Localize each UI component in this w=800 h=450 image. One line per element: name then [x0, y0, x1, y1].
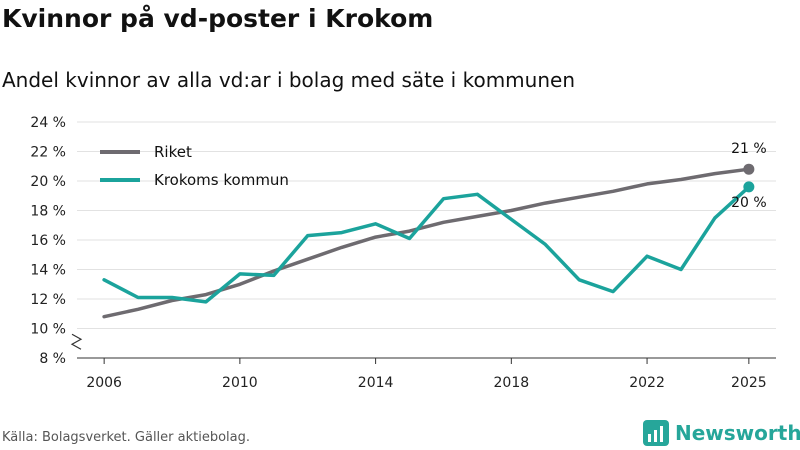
brand-logo: Newsworthy	[643, 420, 800, 446]
legend-label-riket: Riket	[154, 143, 192, 161]
source-note: Källa: Bolagsverket. Gäller aktiebolag.	[2, 430, 251, 445]
series-line-riket	[102, 167, 751, 319]
newsworthy-logo-icon	[643, 420, 669, 446]
chart-title: Kvinnor på vd-poster i Krokom	[2, 4, 434, 33]
y-tick-label: 10 %	[30, 322, 66, 338]
series-end-label-riket: 21 %	[731, 141, 767, 157]
axis-break-icon	[70, 333, 83, 350]
x-tick-label: 2022	[629, 375, 665, 391]
x-tick-label: 2025	[731, 375, 767, 391]
y-tick-label: 22 %	[30, 145, 66, 161]
legend-label-krokom: Krokoms kommun	[154, 171, 289, 189]
y-tick-label: 14 %	[30, 263, 66, 279]
y-tick-label: 20 %	[30, 174, 66, 190]
x-tick-label: 2018	[494, 375, 530, 391]
series-end-marker-riket	[743, 163, 755, 175]
x-tick-label: 2010	[222, 375, 258, 391]
series-end-label-krokom: 20 %	[731, 195, 767, 211]
y-tick-label: 12 %	[30, 292, 66, 308]
y-tick-label: 24 %	[30, 115, 66, 131]
chart-subtitle: Andel kvinnor av alla vd:ar i bolag med …	[2, 68, 575, 92]
y-tick-label: 18 %	[30, 204, 66, 220]
series-line-krokom	[102, 185, 751, 304]
y-tick-label: 16 %	[30, 233, 66, 249]
y-tick-label: 8 %	[39, 351, 66, 367]
brand-name: Newsworthy	[675, 421, 800, 445]
series-end-marker-krokom	[743, 181, 755, 193]
x-tick-label: 2014	[358, 375, 394, 391]
x-tick-label: 2006	[86, 375, 122, 391]
